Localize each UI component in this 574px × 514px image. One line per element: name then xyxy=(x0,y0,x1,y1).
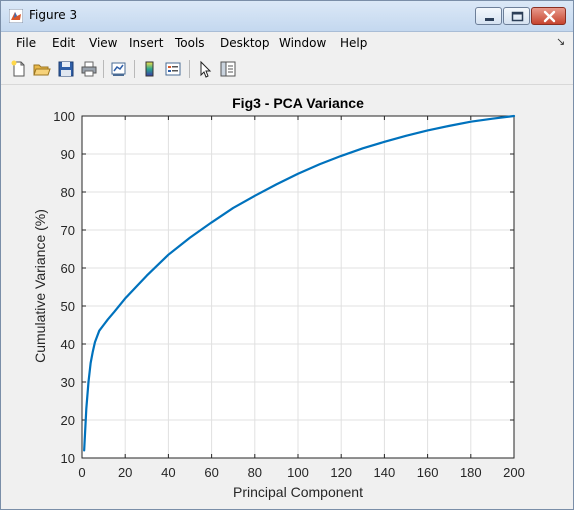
y-tick-label: 80 xyxy=(61,185,75,200)
y-tick-label: 70 xyxy=(61,223,75,238)
x-tick-label: 160 xyxy=(417,465,439,480)
x-tick-label: 140 xyxy=(374,465,396,480)
toolbar-separator xyxy=(189,60,190,78)
link-plot-icon[interactable] xyxy=(110,60,128,78)
y-tick-label: 60 xyxy=(61,261,75,276)
menu-insert[interactable]: Insert xyxy=(129,36,164,50)
menu-bar: File Edit View Insert Tools Desktop Wind… xyxy=(1,32,573,53)
x-tick-label: 0 xyxy=(78,465,85,480)
save-icon[interactable] xyxy=(57,60,75,78)
menu-tools[interactable]: Tools xyxy=(175,36,205,50)
dock-arrow-icon[interactable]: ↘ xyxy=(556,35,566,48)
cumulative-variance-line xyxy=(83,114,516,452)
menu-window[interactable]: Window xyxy=(279,36,327,50)
insert-colorbar-icon[interactable] xyxy=(141,60,159,78)
y-tick-label: 40 xyxy=(61,337,75,352)
menu-edit[interactable]: Edit xyxy=(52,36,76,50)
x-tick-label: 80 xyxy=(248,465,262,480)
maximize-icon xyxy=(511,11,524,22)
y-tick-label: 50 xyxy=(61,299,75,314)
title-bar[interactable]: Figure 3 xyxy=(1,1,573,32)
close-button[interactable] xyxy=(531,7,566,25)
y-tick-label: 90 xyxy=(61,147,75,162)
print-icon[interactable] xyxy=(80,60,98,78)
toolbar xyxy=(1,54,573,85)
open-file-icon[interactable] xyxy=(33,60,51,78)
menu-help[interactable]: Help xyxy=(340,36,368,50)
minimize-icon xyxy=(485,18,494,21)
close-icon xyxy=(543,10,556,23)
y-tick-label: 20 xyxy=(61,413,75,428)
property-inspector-icon[interactable] xyxy=(219,60,237,78)
y-tick-label: 100 xyxy=(53,109,75,124)
figure-canvas: 0 20 40 60 80 100 120 140 160 180 200 10 20 30 40 50 60 7… xyxy=(1,85,573,509)
x-tick-label: 100 xyxy=(287,465,309,480)
edit-plot-icon[interactable] xyxy=(196,60,214,78)
x-tick-label: 60 xyxy=(204,465,218,480)
maximize-button[interactable] xyxy=(503,7,530,25)
x-tick-label: 180 xyxy=(460,465,482,480)
minimize-button[interactable] xyxy=(475,7,502,25)
toolbar-separator xyxy=(103,60,104,78)
x-axis-label: Principal Component xyxy=(233,484,363,500)
window-title: Figure 3 xyxy=(29,8,78,22)
x-tick-label: 20 xyxy=(118,465,132,480)
insert-legend-icon[interactable] xyxy=(164,60,182,78)
y-tick-label: 10 xyxy=(61,451,75,466)
new-figure-icon[interactable] xyxy=(10,60,28,78)
x-tick-label: 40 xyxy=(161,465,175,480)
menu-file[interactable]: File xyxy=(16,36,37,50)
x-tick-label: 120 xyxy=(330,465,352,480)
menu-view[interactable]: View xyxy=(89,36,118,50)
toolbar-separator xyxy=(134,60,135,78)
y-tick-label: 30 xyxy=(61,375,75,390)
pca-variance-plot[interactable]: 0 20 40 60 80 100 120 140 160 180 200 10 20 30 40 50 60 7… xyxy=(1,85,573,509)
y-axis-label: Cumulative Variance (%) xyxy=(32,209,48,363)
chart-title: Fig3 - PCA Variance xyxy=(232,95,364,111)
matlab-app-icon xyxy=(9,9,23,23)
menu-desktop[interactable]: Desktop xyxy=(220,36,270,50)
x-tick-label: 200 xyxy=(503,465,525,480)
